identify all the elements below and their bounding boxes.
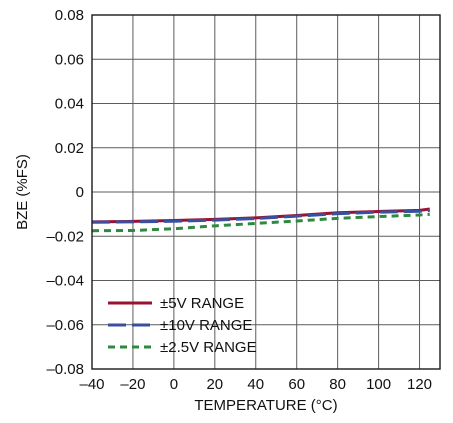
legend-label-1: ±5V RANGE: [160, 295, 244, 312]
y-tick-label: 0.06: [55, 51, 84, 68]
x-tick-label: 20: [206, 376, 223, 393]
x-tick-label: 0: [170, 376, 178, 393]
x-tick-label: –20: [120, 376, 145, 393]
y-tick-label: –0.04: [46, 273, 84, 290]
x-axis-label: TEMPERATURE (°C): [194, 397, 337, 414]
series-line-3: [91, 212, 430, 233]
x-tick-label: 80: [329, 376, 346, 393]
y-axis-label: BZE (%FS): [14, 154, 31, 230]
y-tick-label: –0.08: [46, 361, 84, 378]
y-tick-label: 0.02: [55, 140, 84, 157]
x-tick-label: –40: [79, 376, 104, 393]
y-tick-label: –0.06: [46, 317, 84, 334]
x-tick-label: 120: [407, 376, 432, 393]
plot-frame: [91, 14, 441, 370]
series-layer: [91, 207, 430, 233]
y-tick-label: 0.04: [55, 96, 84, 113]
x-tick-label: 100: [366, 376, 391, 393]
x-tick-label: 60: [288, 376, 305, 393]
series-line-2: [91, 209, 430, 224]
x-tick-label: 40: [247, 376, 264, 393]
axes-layer: –40 –20 0 20 40 60 80 100 120 –0.08 –0.06 –0.04 –0.0…: [14, 7, 441, 414]
legend: ±5V RANGE ±10V RANGE ±2.5V RANGE: [108, 295, 257, 356]
grid-layer: [91, 14, 440, 370]
legend-label-3: ±2.5V RANGE: [160, 339, 257, 356]
y-tick-label: 0: [76, 184, 84, 201]
legend-label-2: ±10V RANGE: [160, 317, 252, 334]
y-tick-label: –0.02: [46, 228, 84, 245]
y-tick-label: 0.08: [55, 7, 84, 24]
